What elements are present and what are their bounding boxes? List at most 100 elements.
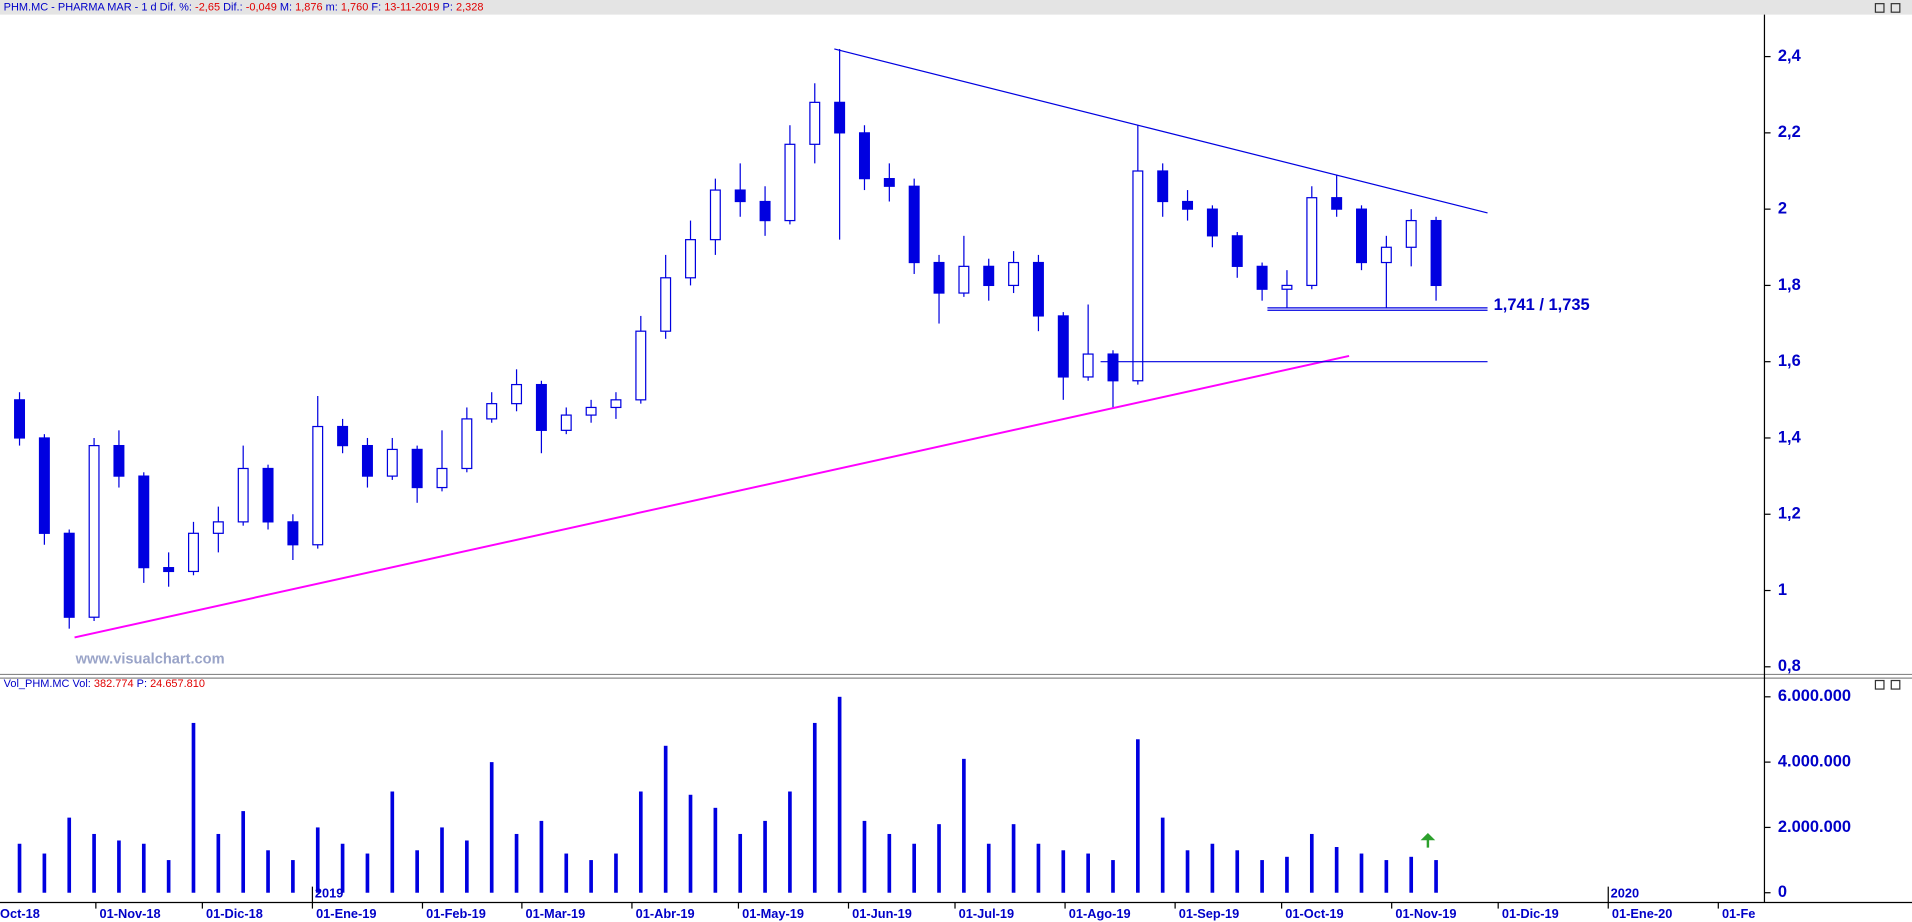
x-tick-label: 01-Oct-19: [1285, 906, 1343, 921]
volume-bar: [589, 860, 593, 893]
volume-bar: [862, 820, 867, 893]
candle-body: [1306, 197, 1318, 287]
volume-bar: [1309, 833, 1314, 893]
candle-body: [958, 265, 970, 294]
volume-bar: [887, 833, 892, 893]
candle-body: [908, 185, 920, 264]
candle-body: [212, 521, 224, 534]
header-value: 382.774: [94, 678, 134, 690]
volume-bar: [1334, 847, 1339, 893]
candle-body: [337, 425, 349, 447]
panel-header: PHM.MC - PHARMA MAR - 1 d Dif. %: -2,65 …: [4, 1, 484, 13]
symbol: PHM.MC - PHARMA MAR - 1 d: [4, 1, 157, 13]
candle-body: [1256, 265, 1268, 290]
candle-body: [1057, 315, 1069, 378]
candle-body: [784, 143, 796, 222]
maximize-button[interactable]: [1890, 3, 1901, 13]
candle-body: [1430, 219, 1442, 287]
volume-bar: [191, 722, 196, 893]
year-label: 2019: [315, 885, 343, 900]
candle-body: [187, 532, 199, 573]
x-tick-label: 01-Jun-19: [852, 906, 912, 921]
candle-body: [685, 239, 697, 279]
candle-body: [312, 425, 324, 546]
candle-body: [1380, 246, 1392, 264]
volume-bar: [1036, 843, 1041, 893]
volume-bar: [912, 843, 917, 893]
header-label: Vol:: [73, 678, 91, 690]
candle-body: [1107, 353, 1119, 382]
volume-bar: [1185, 850, 1190, 893]
volume-bar: [812, 722, 817, 893]
candle-body: [1008, 261, 1020, 287]
volume-bar: [315, 827, 320, 893]
y-tick-label: 0: [1778, 883, 1787, 901]
candle-body: [511, 383, 523, 405]
volume-bar: [291, 860, 295, 893]
candle-body: [1281, 284, 1293, 290]
window-buttons[interactable]: [1874, 3, 1901, 690]
y-tick-label: 1,2: [1778, 505, 1801, 523]
candle-body: [1331, 197, 1343, 210]
candle-body: [1356, 208, 1367, 264]
y-tick-label: 2.000.000: [1778, 818, 1851, 836]
volume-bar: [92, 833, 96, 893]
candle-body: [635, 330, 647, 401]
volume-bar: [141, 843, 146, 893]
x-tick-label: 01-Mar-19: [526, 906, 586, 921]
volume-bar: [763, 820, 767, 893]
header-label: m:: [326, 1, 338, 13]
candle-body: [237, 467, 249, 523]
volume-bar: [1210, 843, 1215, 893]
candle-body: [1231, 235, 1243, 267]
volume-bar: [1136, 739, 1140, 893]
volume-bar: [962, 758, 966, 893]
x-tick-label: 01-Ene-20: [1612, 906, 1672, 921]
minimize-button[interactable]: [1874, 679, 1885, 690]
volume-bar: [1384, 860, 1389, 893]
volume-bar: [738, 833, 743, 893]
y-tick-label: 2,2: [1778, 123, 1801, 141]
candle-body: [1132, 170, 1144, 382]
volume-bar: [1160, 817, 1165, 893]
candle-body: [660, 277, 672, 332]
header-value: 24.657.810: [150, 678, 205, 690]
x-tick-label: 01-Abr-19: [636, 906, 695, 921]
volume-bar: [514, 833, 519, 893]
volume-bar: [986, 843, 991, 893]
candle-body: [486, 403, 498, 420]
candle-body: [1405, 219, 1417, 248]
x-tick-label: 01-Ene-19: [316, 906, 376, 921]
volume-bar: [266, 850, 270, 893]
minimize-button[interactable]: [1874, 3, 1885, 13]
year-label: 2020: [1611, 885, 1639, 900]
candle-body: [163, 567, 175, 573]
header-label: Dif. %:: [160, 1, 192, 13]
header-value: 1,760: [341, 1, 368, 13]
x-tick-label: 01-Fe: [1722, 906, 1755, 921]
symbol: Vol_PHM.MC: [4, 678, 70, 690]
candle-body: [933, 261, 945, 294]
candle-body: [113, 444, 125, 477]
candle-body: [1032, 261, 1044, 317]
maximize-button[interactable]: [1890, 679, 1901, 690]
volume-bar: [837, 696, 842, 893]
candle-body: [88, 444, 100, 618]
header-value: 1,876: [295, 1, 322, 13]
candle-body: [858, 132, 870, 180]
volume-bar: [1111, 860, 1115, 893]
candle-body: [436, 467, 448, 489]
volume-bar: [713, 807, 718, 893]
volume-bar: [465, 840, 469, 893]
volume-bar: [117, 840, 121, 893]
x-tick-label: 01-Feb-19: [426, 906, 486, 921]
x-tick-label: 01-Dic-19: [1502, 906, 1559, 921]
volume-bar: [365, 853, 370, 893]
volume-bar: [489, 762, 494, 893]
header-value: -2,65: [195, 1, 220, 13]
volume-up-arrow: [1420, 832, 1436, 848]
candle-body: [834, 101, 846, 134]
volume-bar: [1434, 860, 1438, 893]
volume-bar: [67, 817, 72, 893]
